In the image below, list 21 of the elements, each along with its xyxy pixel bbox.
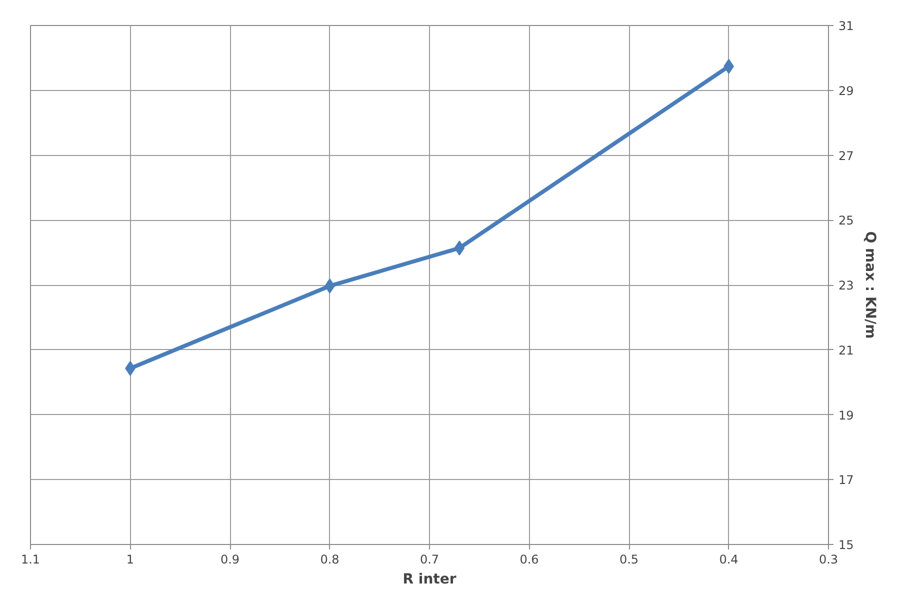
y-tick-label: 21 <box>838 343 854 358</box>
x-tick-label: 1.1 <box>20 552 40 566</box>
x-tick-label: 0.3 <box>818 552 838 566</box>
y-tick-label: 19 <box>838 408 854 422</box>
point <box>454 240 465 256</box>
x-tick-label: 0.8 <box>320 552 340 566</box>
x-tick-label: 0.4 <box>719 552 738 566</box>
y-tick-label: 25 <box>838 214 854 228</box>
y-axis-title: Q max : KN/m <box>862 231 878 339</box>
y-tick-label: 23 <box>838 278 854 292</box>
x-tick-label: 0.9 <box>220 552 240 566</box>
x-tick-label: 0.7 <box>420 552 440 566</box>
x-axis-title: R inter <box>402 572 456 588</box>
y-tick-label: 31 <box>838 19 854 33</box>
x-tick-label: 0.5 <box>619 552 639 566</box>
y-tick-label: 27 <box>838 148 854 163</box>
y-tick-label: 15 <box>838 538 854 552</box>
y-tick-label: 29 <box>838 84 854 98</box>
x-tick-label: 1 <box>126 552 134 566</box>
y-tick-label: 17 <box>838 473 854 488</box>
x-tick-label: 0.6 <box>520 552 539 566</box>
